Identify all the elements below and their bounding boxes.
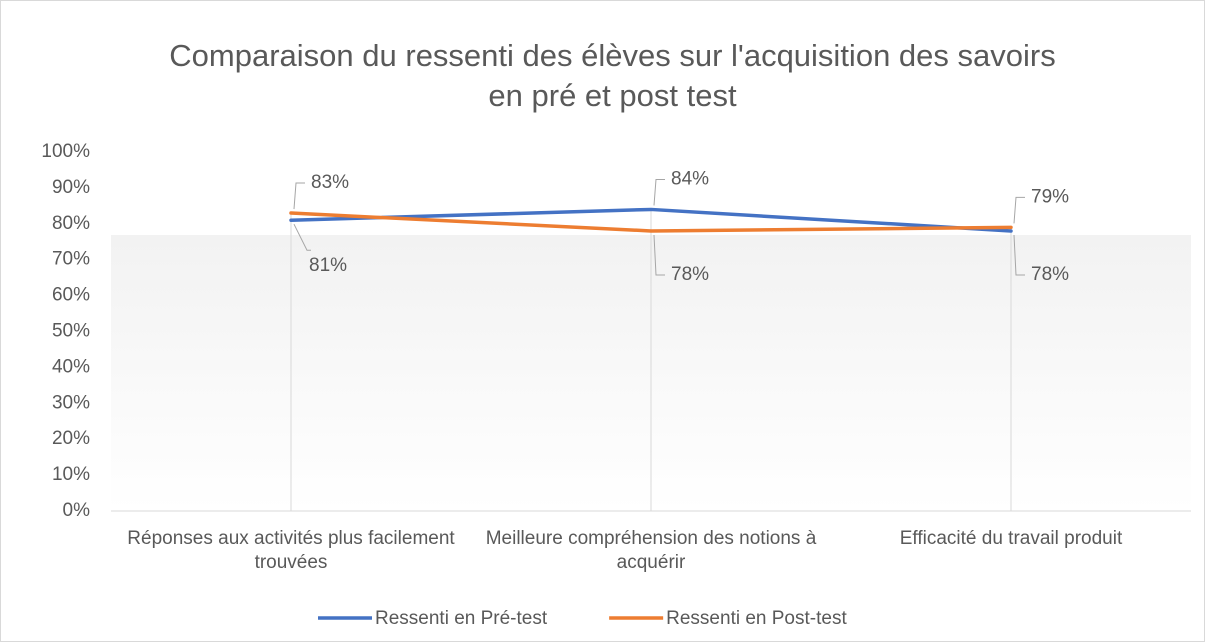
leader-line: [653, 234, 665, 276]
legend-label: Ressenti en Pré-test: [375, 608, 548, 629]
y-tick-label: 100%: [41, 141, 90, 162]
data-label: 78%: [1031, 264, 1069, 285]
leader-line: [293, 223, 311, 251]
leader-line: [293, 182, 305, 210]
data-label: 81%: [309, 255, 347, 276]
x-tick-label: Meilleure compréhension des notions à ac…: [485, 528, 817, 573]
y-tick-label: 70%: [52, 249, 90, 270]
x-tick-label: Efficacité du travail produit: [899, 528, 1123, 549]
y-tick-label: 0%: [63, 500, 91, 521]
series-line: [289, 211, 1013, 233]
y-tick-label: 30%: [52, 392, 90, 413]
chart-title: Comparaison du ressenti des élèves sur l…: [169, 38, 1056, 113]
legend-label: Ressenti en Post-test: [666, 608, 847, 629]
data-label: 84%: [671, 168, 709, 189]
y-tick-label: 60%: [52, 285, 90, 306]
series-line: [289, 207, 1013, 233]
data-label: 79%: [1031, 186, 1069, 207]
y-tick-label: 40%: [52, 356, 90, 377]
y-tick-label: 10%: [52, 464, 90, 485]
leader-line: [1013, 234, 1025, 276]
leader-line: [653, 178, 665, 206]
data-label: 78%: [671, 264, 709, 285]
y-tick-label: 20%: [52, 428, 90, 449]
leader-line: [1013, 196, 1025, 224]
x-tick-label: Réponses aux activités plus facilement t…: [127, 528, 455, 573]
y-tick-label: 80%: [52, 213, 90, 234]
data-label: 83%: [311, 172, 349, 193]
y-tick-label: 90%: [52, 177, 90, 198]
y-tick-label: 50%: [52, 321, 90, 342]
